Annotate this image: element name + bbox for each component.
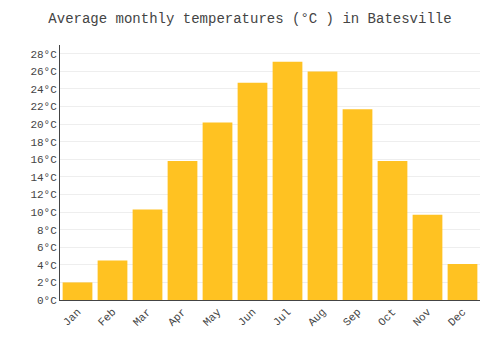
svg-text:Apr: Apr — [166, 306, 188, 328]
svg-text:Average monthly temperatures (: Average monthly temperatures (°C ) in Ba… — [48, 11, 451, 27]
svg-text:Oct: Oct — [376, 306, 398, 328]
svg-text:Mar: Mar — [131, 306, 153, 328]
svg-text:2°C: 2°C — [37, 277, 57, 289]
svg-text:Feb: Feb — [96, 306, 118, 328]
svg-text:Dec: Dec — [446, 306, 468, 328]
svg-text:Aug: Aug — [306, 306, 328, 328]
svg-text:26°C: 26°C — [30, 66, 57, 78]
svg-text:Jul: Jul — [271, 306, 293, 328]
svg-text:0°C: 0°C — [37, 295, 57, 307]
svg-text:16°C: 16°C — [30, 154, 57, 166]
svg-text:10°C: 10°C — [30, 207, 57, 219]
svg-text:28°C: 28°C — [30, 49, 57, 61]
svg-text:6°C: 6°C — [37, 242, 57, 254]
svg-text:24°C: 24°C — [30, 84, 57, 96]
svg-text:8°C: 8°C — [37, 225, 57, 237]
svg-text:22°C: 22°C — [30, 101, 57, 113]
svg-text:18°C: 18°C — [30, 137, 57, 149]
svg-text:Jan: Jan — [61, 306, 83, 328]
svg-text:May: May — [201, 306, 224, 329]
svg-text:4°C: 4°C — [37, 260, 57, 272]
svg-text:Jun: Jun — [236, 306, 258, 328]
svg-text:12°C: 12°C — [30, 189, 57, 201]
svg-text:20°C: 20°C — [30, 119, 57, 131]
svg-text:Nov: Nov — [411, 306, 434, 329]
svg-text:14°C: 14°C — [30, 172, 57, 184]
svg-text:Sep: Sep — [341, 306, 363, 328]
